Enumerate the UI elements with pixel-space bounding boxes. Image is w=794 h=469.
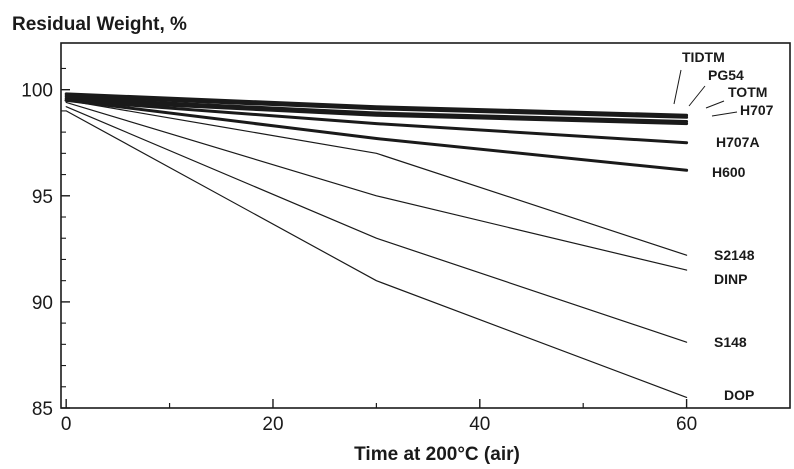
series-line-dinp: [65, 101, 688, 271]
series-line-s148: [65, 106, 688, 343]
series-line-tidtm: [64, 92, 689, 117]
y-tick-label: 100: [21, 81, 53, 102]
y-axis-title: Residual Weight, %: [12, 14, 187, 35]
series-lines: [64, 92, 689, 398]
y-tick-label: 85: [32, 399, 53, 420]
axis-ticks: 0 20 40 60 85 90 95 100: [21, 67, 697, 435]
series-leader-line: [711, 111, 738, 117]
series-label-s148: S148: [714, 334, 747, 350]
x-tick-label: 20: [262, 414, 283, 435]
series-label-h707a: H707A: [716, 134, 760, 150]
series-label-h707: H707: [740, 102, 774, 118]
series-label-tidtm: TIDTM: [682, 49, 725, 65]
series-line-totm: [64, 96, 689, 123]
x-tick-label: 60: [676, 414, 697, 435]
series-line-h707: [64, 98, 689, 126]
series-label-dop: DOP: [724, 387, 754, 403]
series-leader-line: [673, 69, 682, 105]
series-label-pg54: PG54: [708, 67, 744, 83]
x-tick-label: 0: [61, 414, 72, 435]
series-label-dinp: DINP: [714, 271, 747, 287]
series-label-totm: TOTM: [728, 84, 767, 100]
y-tick-label: 90: [32, 293, 53, 314]
series-line-s2148: [65, 99, 688, 256]
series-leader-line: [688, 85, 706, 107]
series-line-h707a: [64, 98, 689, 145]
x-axis-title: Time at 200°C (air): [354, 444, 520, 465]
plot-area-frame: [60, 42, 791, 409]
series-line-h600: [64, 98, 689, 172]
y-tick-label: 95: [32, 187, 53, 208]
series-leader-line: [705, 100, 725, 109]
series-line-dop: [65, 110, 688, 398]
series-label-h600: H600: [712, 164, 746, 180]
series-label-s2148: S2148: [714, 247, 755, 263]
series-line-pg54: [64, 94, 689, 119]
x-tick-label: 40: [469, 414, 490, 435]
